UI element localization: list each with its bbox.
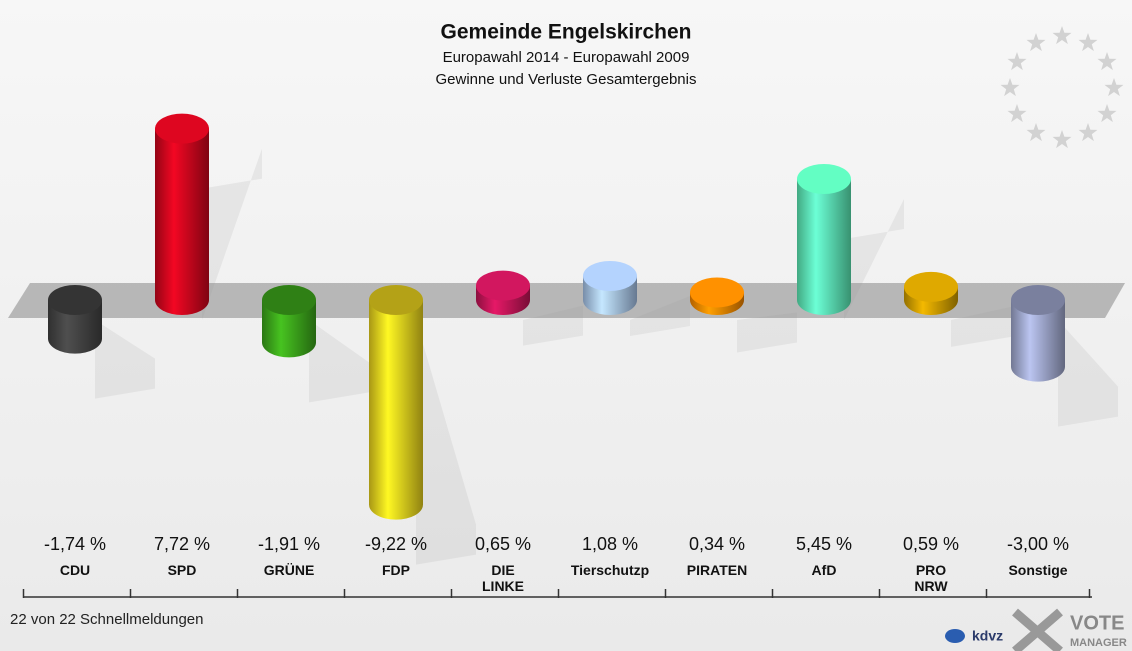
logo-icon	[945, 629, 965, 643]
value-label: -9,22 %	[364, 534, 428, 554]
bar-cap	[904, 271, 958, 302]
category-label: CDU	[59, 562, 91, 578]
logo-vote: VOTE	[1070, 612, 1124, 634]
value-label: 0,65 %	[474, 534, 532, 554]
star	[1000, 78, 1020, 97]
bar-shadow	[1058, 320, 1118, 427]
star	[1026, 123, 1046, 142]
logo-x	[1012, 608, 1063, 651]
bar-shadow	[844, 199, 904, 320]
eu-stars	[1000, 26, 1124, 149]
star	[1097, 52, 1117, 71]
bar-cap	[1011, 285, 1065, 315]
bar	[797, 179, 851, 315]
bar-shadow	[737, 312, 797, 353]
bar	[155, 128, 209, 315]
value-label: -1,91 %	[257, 534, 321, 554]
category-label: DIE LINKE	[482, 562, 524, 594]
star	[1052, 130, 1072, 149]
value-label: 1,08 %	[581, 534, 639, 554]
star	[1097, 104, 1117, 123]
bar-shadow	[309, 320, 369, 403]
bracket	[22, 589, 1092, 598]
bar-cap	[262, 285, 316, 315]
star	[1007, 104, 1027, 123]
category-label: AfD	[811, 562, 837, 578]
logo-manager: MANAGER	[1070, 637, 1127, 649]
bar-cap	[476, 270, 530, 301]
bar-shadow	[95, 320, 155, 399]
bar-cap	[797, 164, 851, 195]
bar	[262, 300, 316, 358]
bar	[1011, 300, 1065, 382]
bar-shadow	[630, 296, 690, 337]
star	[1104, 78, 1124, 97]
category-label: FDP	[382, 562, 410, 578]
footer: 22 von 22 Schnellmeldungen	[10, 611, 203, 628]
bar-cap	[583, 261, 637, 292]
value-label: 5,45 %	[795, 534, 853, 554]
star	[1026, 33, 1046, 52]
bar-shadow	[523, 305, 583, 346]
category-label: GRÜNE	[263, 562, 315, 578]
bar	[48, 300, 102, 354]
category-label: Sonstige	[1008, 562, 1068, 578]
value-label: 0,59 %	[902, 534, 960, 554]
star	[1078, 33, 1098, 52]
category-label: Tierschutzp	[570, 562, 650, 578]
bar-shadow	[202, 148, 262, 320]
bar	[369, 300, 423, 520]
bar-cap	[369, 285, 423, 315]
star	[1078, 123, 1098, 142]
bar-shadow	[951, 306, 1011, 347]
bar-cap	[48, 285, 102, 315]
star	[1052, 26, 1072, 45]
subtitle: Europawahl 2014 - Europawahl 2009	[443, 49, 690, 66]
bar-cap	[690, 277, 744, 308]
value-label: 0,34 %	[688, 534, 746, 554]
star	[1007, 52, 1027, 71]
chart-title: Gemeinde Engelskirchen	[441, 21, 692, 44]
category-label: PIRATEN	[686, 562, 748, 578]
value-label: 7,72 %	[153, 534, 211, 554]
bar-cap	[155, 113, 209, 144]
subtitle: Gewinne und Verluste Gesamtergebnis	[436, 71, 697, 88]
bar-shadow	[416, 320, 476, 565]
value-label: -1,74 %	[43, 534, 107, 554]
logo-kdvz: kdvz	[972, 628, 1003, 644]
category-label: SPD	[167, 562, 197, 578]
bars	[48, 113, 1118, 565]
value-label: -3,00 %	[1006, 534, 1070, 554]
category-label: PRO NRW	[914, 562, 948, 594]
